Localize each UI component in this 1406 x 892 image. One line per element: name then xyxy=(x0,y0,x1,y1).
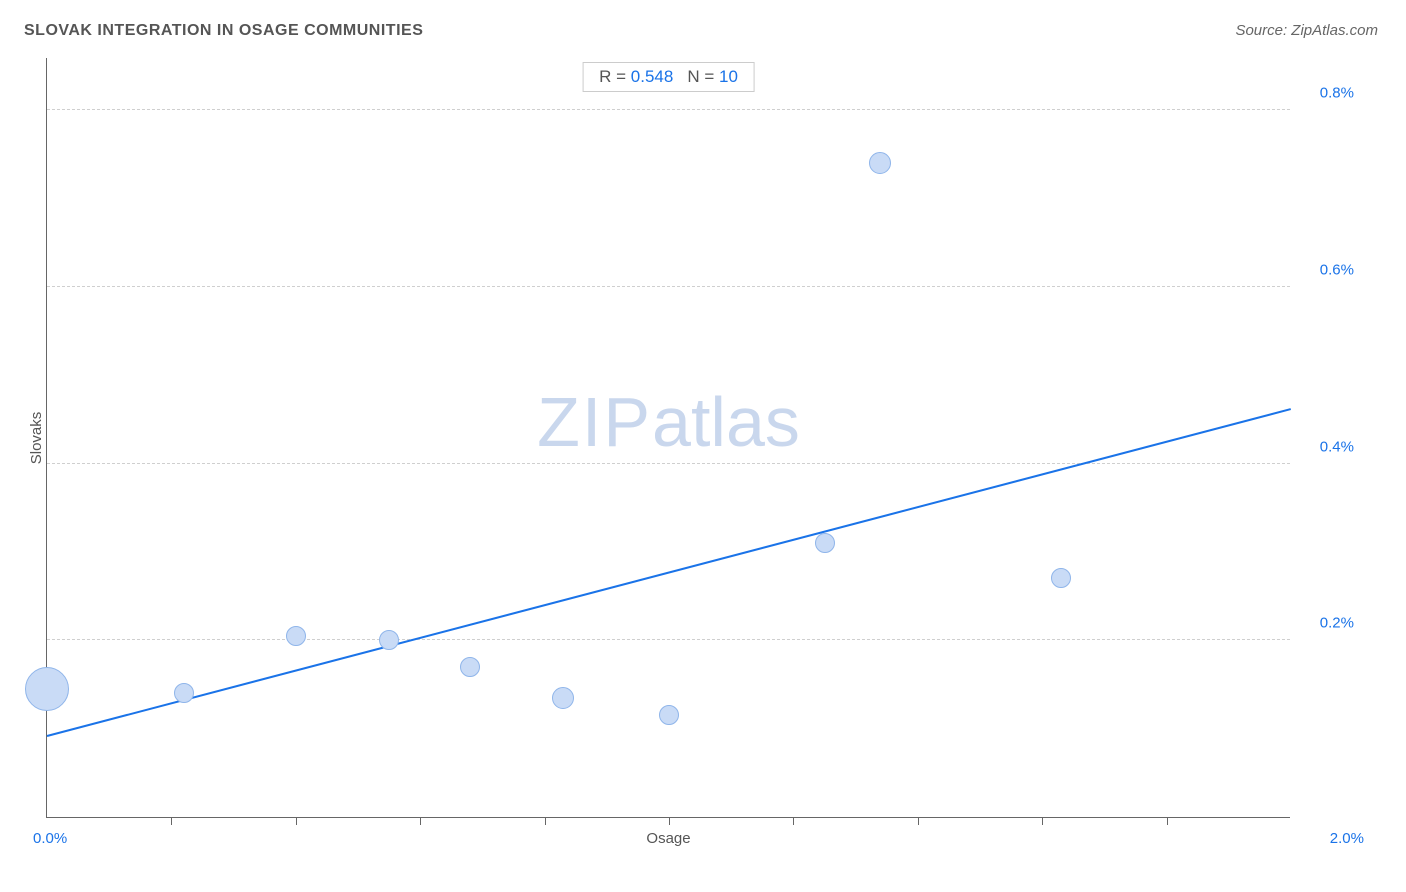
data-point xyxy=(1051,568,1071,588)
data-point xyxy=(25,667,69,711)
stat-r-label: R = xyxy=(599,67,626,86)
y-tick-label: 0.6% xyxy=(1298,261,1354,278)
data-point xyxy=(286,626,306,646)
watermark-zip: ZIP xyxy=(537,383,652,461)
x-tick xyxy=(1167,817,1168,825)
data-point xyxy=(460,657,480,677)
watermark: ZIPatlas xyxy=(537,382,800,462)
stat-r: R = 0.548 xyxy=(599,67,673,87)
gridline-h xyxy=(47,109,1290,110)
x-tick xyxy=(1042,817,1043,825)
gridline-h xyxy=(47,286,1290,287)
x-tick xyxy=(793,817,794,825)
x-axis-max-label: 2.0% xyxy=(1308,830,1364,847)
x-tick xyxy=(171,817,172,825)
data-point xyxy=(174,683,194,703)
trendline xyxy=(47,409,1292,738)
x-tick xyxy=(420,817,421,825)
stats-box: R = 0.548 N = 10 xyxy=(582,62,755,92)
chart-container: SLOVAK INTEGRATION IN OSAGE COMMUNITIES … xyxy=(0,0,1406,892)
gridline-h xyxy=(47,639,1290,640)
data-point xyxy=(379,630,399,650)
y-axis-label: Slovaks xyxy=(28,412,45,465)
stat-n-value: 10 xyxy=(719,67,738,86)
y-tick-label: 0.2% xyxy=(1298,615,1354,632)
data-point xyxy=(815,533,835,553)
y-tick-label: 0.8% xyxy=(1298,85,1354,102)
stat-n: N = 10 xyxy=(687,67,738,87)
x-tick xyxy=(296,817,297,825)
chart-area: Slovaks ZIPatlas R = 0.548 N = 10 0.0% 2… xyxy=(46,58,1358,818)
stat-n-label: N = xyxy=(687,67,714,86)
data-point xyxy=(659,705,679,725)
data-point xyxy=(869,152,891,174)
stat-r-value: 0.548 xyxy=(631,67,674,86)
data-point xyxy=(552,687,574,709)
x-tick xyxy=(918,817,919,825)
x-axis-label: Osage xyxy=(646,830,690,847)
x-tick xyxy=(545,817,546,825)
gridline-h xyxy=(47,463,1290,464)
x-axis-min-label: 0.0% xyxy=(33,830,67,847)
watermark-atlas: atlas xyxy=(652,383,800,461)
y-tick-label: 0.4% xyxy=(1298,438,1354,455)
plot-area: ZIPatlas R = 0.548 N = 10 0.0% 2.0% Osag… xyxy=(46,58,1290,818)
x-tick xyxy=(669,817,670,825)
source-attribution: Source: ZipAtlas.com xyxy=(1235,22,1378,39)
chart-title: SLOVAK INTEGRATION IN OSAGE COMMUNITIES xyxy=(24,22,423,40)
